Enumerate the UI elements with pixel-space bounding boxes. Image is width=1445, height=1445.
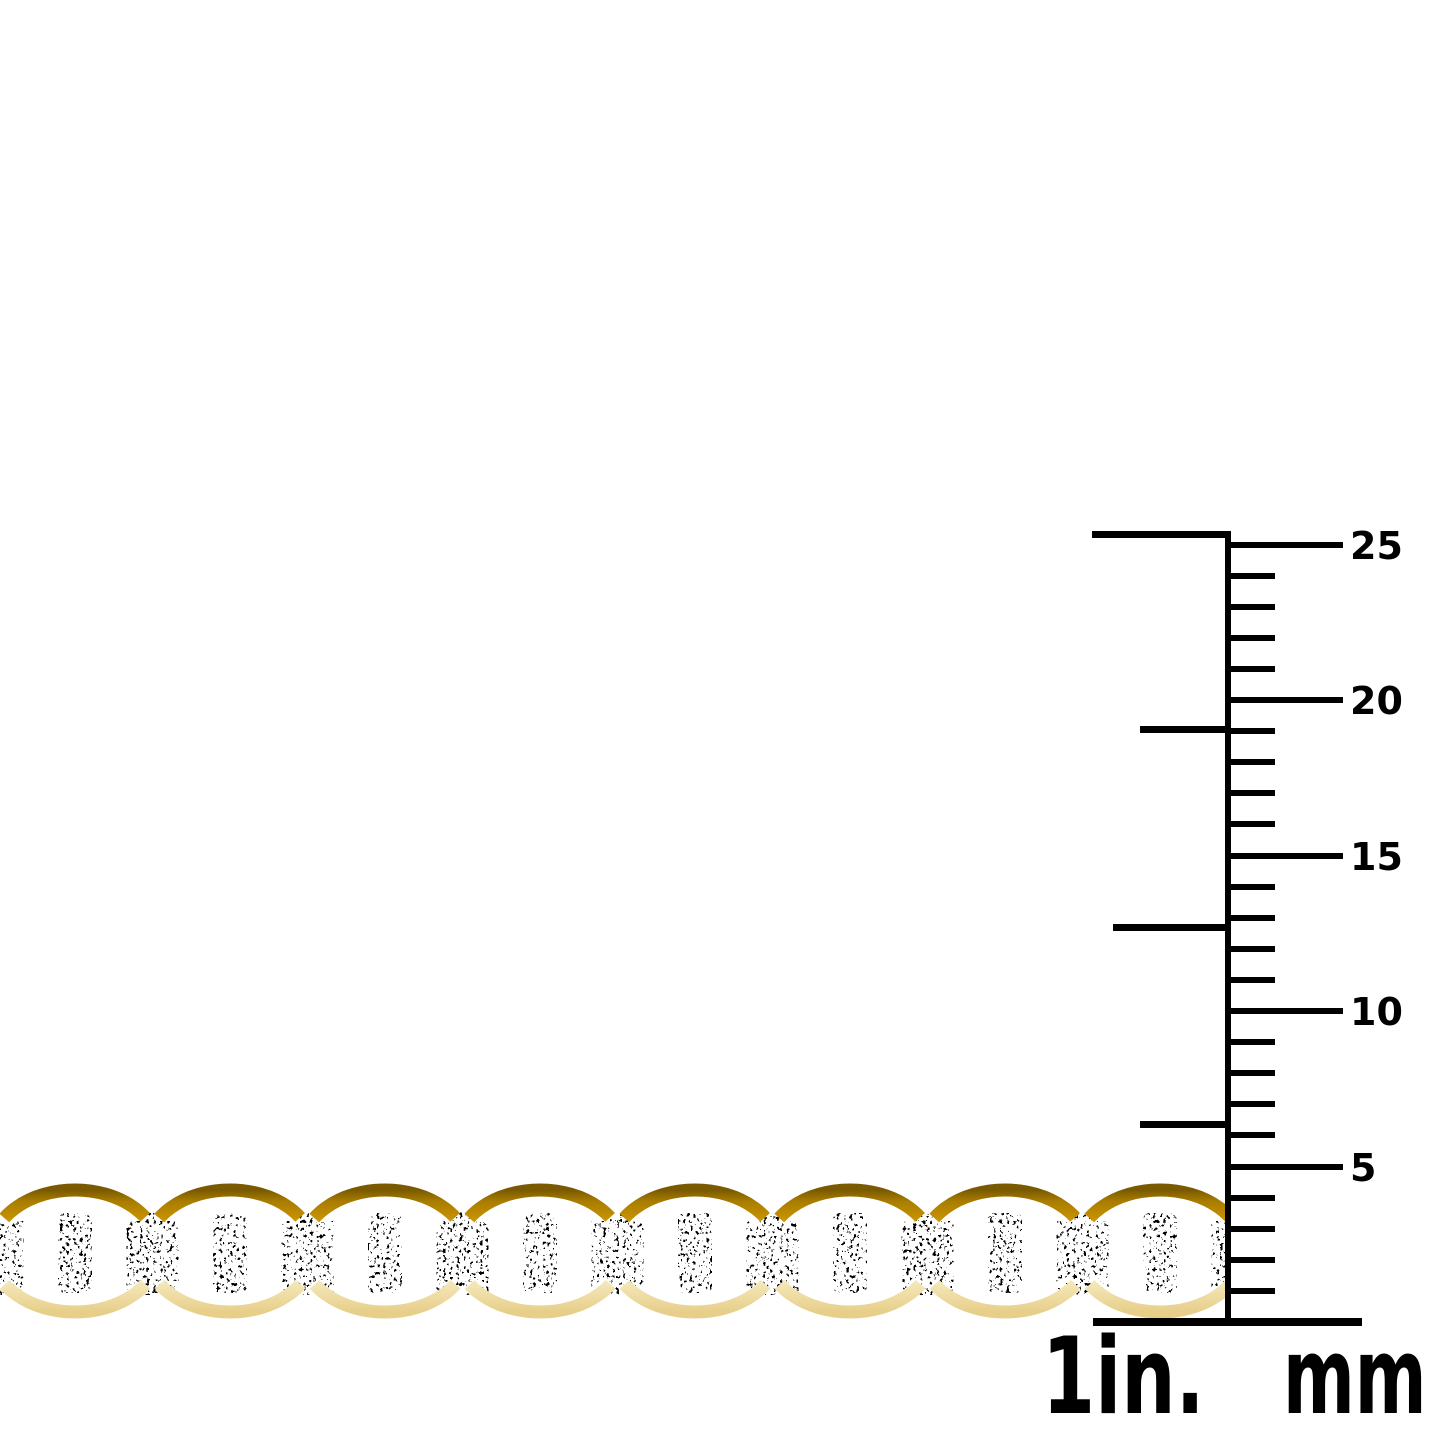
- mm-tick-label: 5: [1350, 1145, 1377, 1190]
- mm-tick-major: [1225, 541, 1343, 548]
- mm-tick-minor: [1225, 759, 1275, 766]
- mm-tick-major: [1225, 1163, 1343, 1170]
- pave-center-bar: [213, 1213, 247, 1293]
- mm-tick-minor: [1225, 1194, 1275, 1201]
- one-inch-mark-line: [1092, 531, 1231, 538]
- inch-unit-label: 1in.: [1042, 1315, 1205, 1438]
- quarter-inch-tick: [1140, 1121, 1231, 1128]
- pave-center-bar: [368, 1213, 402, 1293]
- pave-link-side: [603, 1183, 787, 1320]
- mm-tick-major: [1225, 697, 1343, 703]
- mm-unit-label: mm: [1283, 1315, 1427, 1438]
- mm-tick-minor: [1225, 1225, 1275, 1232]
- mm-tick-minor: [1225, 1101, 1275, 1108]
- mm-tick-minor: [1225, 603, 1275, 610]
- mm-tick-minor: [1225, 821, 1275, 828]
- pave-center-bar: [523, 1213, 557, 1293]
- mm-tick-minor: [1225, 945, 1275, 952]
- mm-tick-minor: [1225, 572, 1275, 579]
- half-inch-tick: [1113, 923, 1231, 931]
- mm-tick-minor: [1225, 634, 1275, 641]
- mm-tick-label: 15: [1350, 834, 1403, 879]
- mm-tick-minor: [1225, 728, 1275, 735]
- mm-tick-minor: [1225, 1256, 1275, 1263]
- pave-link-side: [758, 1183, 942, 1320]
- mm-tick-major: [1225, 1008, 1343, 1014]
- mm-tick-minor: [1225, 914, 1275, 921]
- pave-link-side: [913, 1183, 1097, 1320]
- pave-center-bar: [58, 1213, 92, 1293]
- mm-tick-minor: [1225, 1039, 1275, 1046]
- mm-tick-major: [1225, 852, 1343, 859]
- chain-photo: [0, 1183, 1227, 1320]
- mm-tick-label: 25: [1350, 523, 1403, 568]
- pave-link-side: [293, 1183, 477, 1320]
- pave-center-bar: [833, 1213, 867, 1293]
- mm-tick-minor: [1225, 883, 1275, 890]
- mm-tick-minor: [1225, 1132, 1275, 1139]
- mm-tick-label: 10: [1350, 990, 1403, 1034]
- pave-crossing: [1211, 1221, 1227, 1295]
- pave-center-bar: [678, 1213, 712, 1293]
- pave-link-side: [0, 1183, 167, 1320]
- mm-tick-minor: [1225, 665, 1275, 672]
- pave-link-side: [448, 1183, 632, 1320]
- mm-tick-minor: [1225, 976, 1275, 983]
- quarter-inch-tick: [1140, 726, 1231, 734]
- pave-link-side: [138, 1183, 322, 1320]
- mm-tick-label: 20: [1350, 679, 1403, 723]
- mm-tick-minor: [1225, 1287, 1275, 1294]
- mm-tick-minor: [1225, 790, 1275, 797]
- mm-tick-minor: [1225, 1070, 1275, 1077]
- pave-link-side: [1068, 1183, 1227, 1320]
- pave-center-bar: [1143, 1213, 1177, 1293]
- pave-center-bar: [988, 1213, 1022, 1293]
